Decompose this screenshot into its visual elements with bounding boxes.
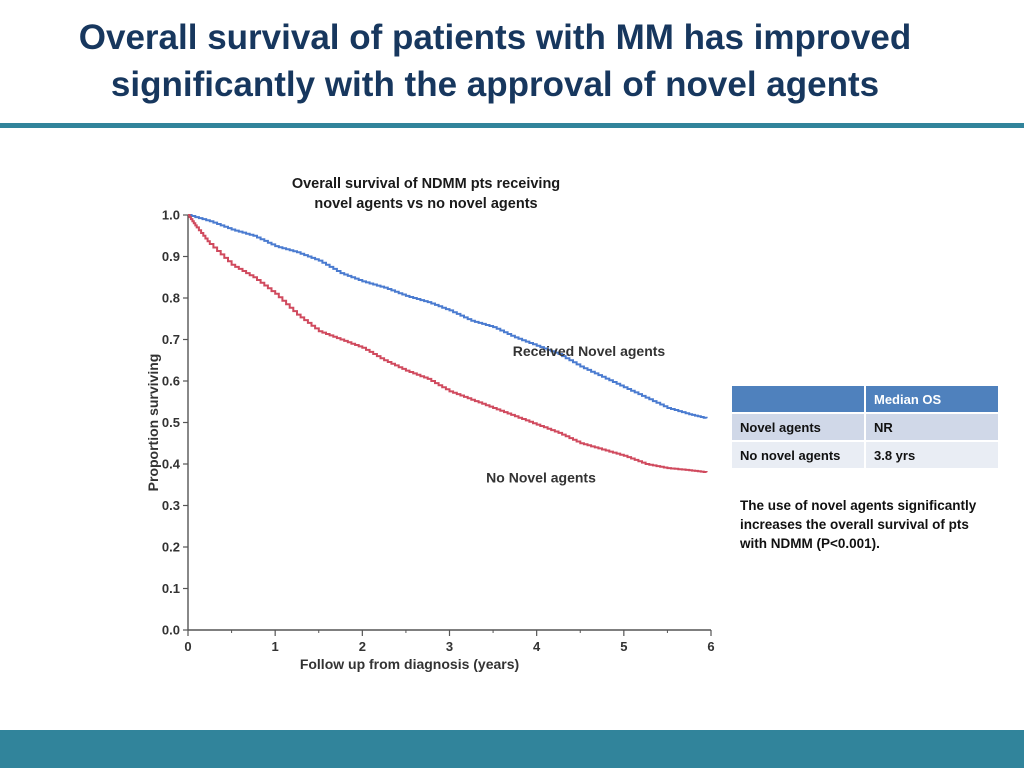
median-os-table: Median OS Novel agents NR No novel agent… [730,384,1000,470]
x-tick-label: 3 [446,639,453,654]
table-cell-value: NR [866,414,998,440]
y-axis-label: Proportion surviving [145,354,161,492]
y-tick-label: 1.0 [162,208,180,223]
x-tick-label: 4 [533,639,541,654]
x-axis-label: Follow up from diagnosis (years) [300,656,519,672]
table-header-empty [732,386,864,412]
x-tick-label: 5 [620,639,627,654]
table-header-median-os: Median OS [866,386,998,412]
footer-bar [0,730,1024,768]
y-tick-label: 0.0 [162,623,180,638]
table-row: Novel agents NR [732,414,998,440]
y-tick-label: 0.2 [162,540,180,555]
y-tick-label: 0.1 [162,581,180,596]
chart-title: Overall survival of NDMM pts receiving n… [260,174,592,214]
slide-title: Overall survival of patients with MM has… [0,14,990,108]
novel-agents-curve-label: Received Novel agents [513,343,666,359]
slide-title-line-2: significantly with the approval of novel… [110,65,880,104]
novel-agents-survival-curve [188,214,708,419]
y-tick-label: 0.9 [162,249,180,264]
table-header-row: Median OS [732,386,998,412]
x-tick-label: 0 [184,639,191,654]
table-cell-group: Novel agents [732,414,864,440]
x-tick-label: 6 [707,639,714,654]
y-tick-label: 0.5 [162,415,180,430]
table-cell-group: No novel agents [732,442,864,468]
no-novel-agents-curve-label: No Novel agents [486,470,596,486]
x-tick-label: 1 [272,639,279,654]
no-novel-agents-survival-curve [188,214,708,473]
survival-chart: 0.0 0.1 0.2 0.3 0.4 0.5 0.6 0.7 0.8 0.9 1.0 0 1 2 3 4 5 6… [145,208,715,673]
x-tick-label: 2 [359,639,366,654]
slide-title-line-1: Overall survival of patients with MM has… [78,18,912,57]
y-tick-label: 0.4 [162,457,181,472]
y-tick-label: 0.8 [162,291,180,306]
table-cell-value: 3.8 yrs [866,442,998,468]
chart-title-line-1: Overall survival of NDMM pts receiving [291,176,561,192]
y-tick-label: 0.6 [162,374,180,389]
title-divider [0,123,1024,128]
table-row: No novel agents 3.8 yrs [732,442,998,468]
chart-title-line-2: novel agents vs no novel agents [314,196,538,212]
y-tick-label: 0.7 [162,332,180,347]
y-tick-label: 0.3 [162,498,180,513]
conclusion-note: The use of novel agents significantly in… [740,498,977,551]
